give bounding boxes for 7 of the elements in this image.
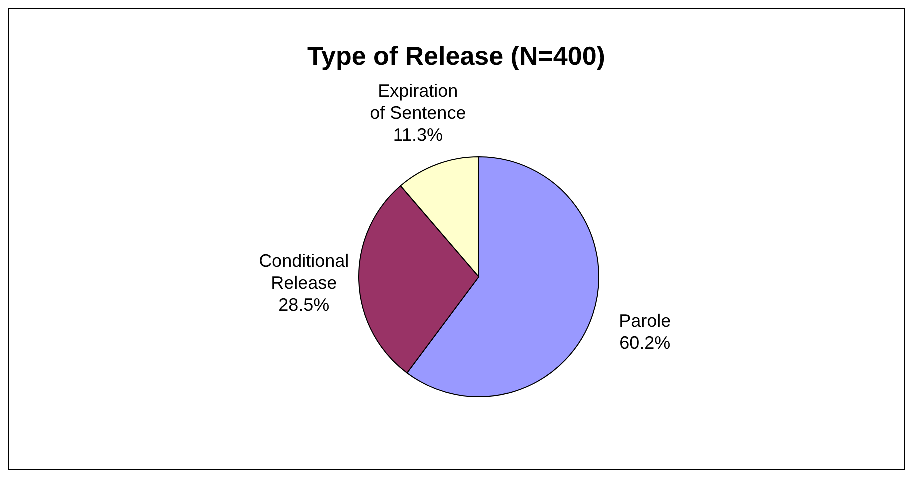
chart-title: Type of Release (N=400) bbox=[306, 41, 606, 72]
slice-label: Parole bbox=[619, 311, 672, 332]
data-label: 60.2% bbox=[620, 333, 671, 354]
slice-label: Expiration of Sentence bbox=[370, 80, 466, 123]
data-label: 11.3% bbox=[393, 124, 444, 145]
data-label: 28.5% bbox=[278, 295, 330, 316]
slice-label: Conditional Release bbox=[259, 251, 350, 294]
